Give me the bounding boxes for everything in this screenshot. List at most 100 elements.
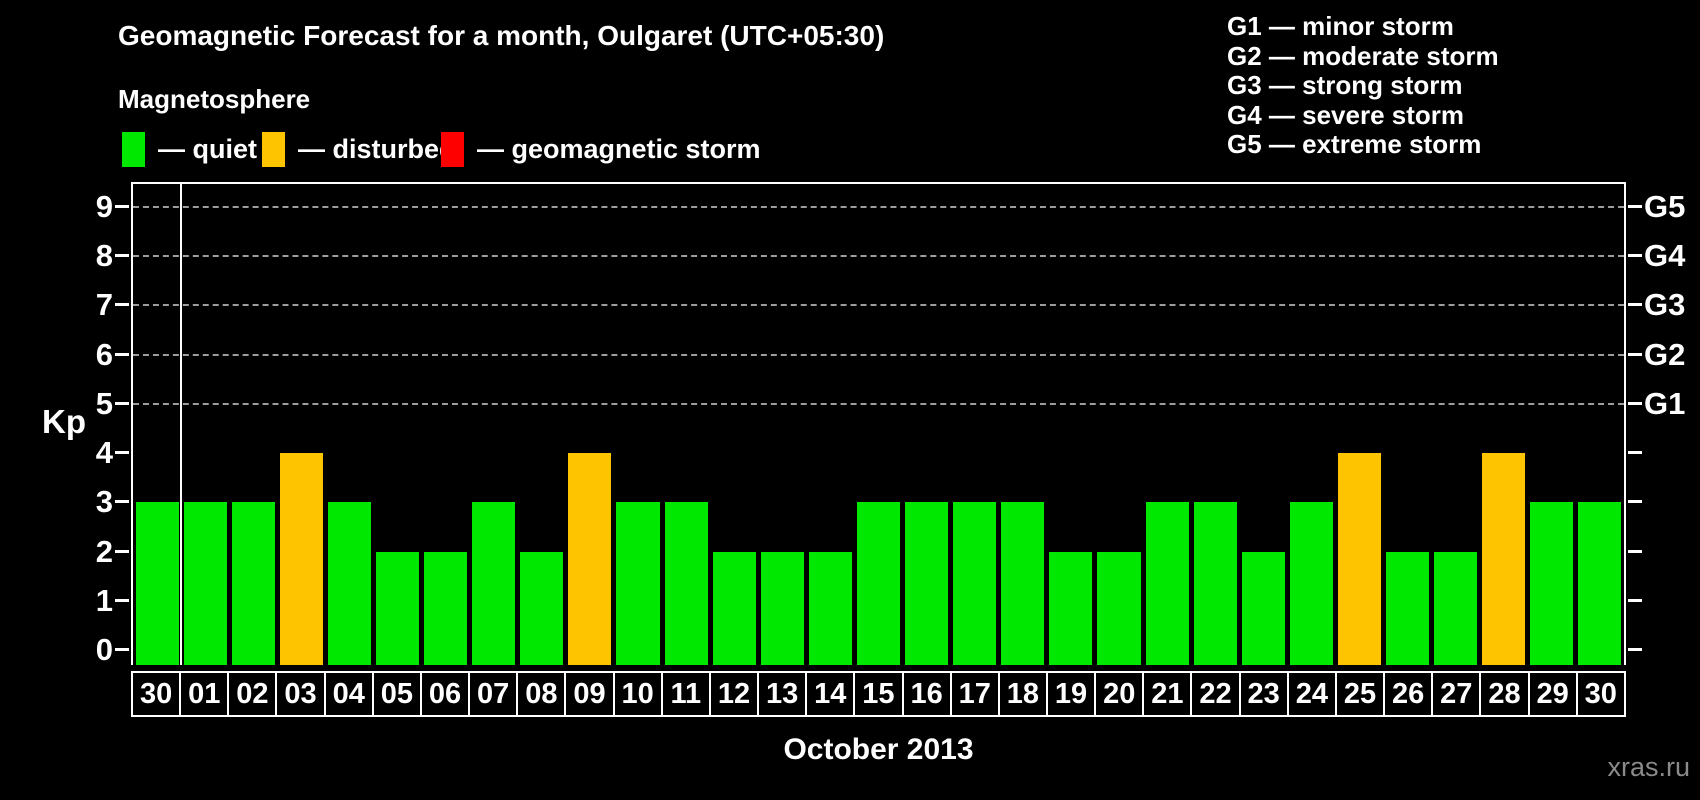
bar-day-23 — [1241, 551, 1285, 665]
y-tick-left-4 — [115, 451, 129, 454]
bar-day-09 — [568, 453, 612, 665]
day-label-09: 09 — [564, 671, 615, 717]
day-label-05: 05 — [371, 671, 422, 717]
right-axis-label-g5: G5 — [1644, 188, 1686, 224]
y-tick-right-4 — [1628, 451, 1642, 454]
day-label-02: 02 — [227, 671, 278, 717]
y-tick-right-5 — [1628, 401, 1642, 405]
day-label-20: 20 — [1094, 671, 1145, 717]
day-label-21: 21 — [1142, 671, 1193, 717]
grid-line-kp7 — [133, 304, 1624, 307]
storm-scale-g1: G1 — minor storm — [1227, 11, 1454, 41]
plot-area: 0 1 2 3 4 5 6 7 8 9 G1 G2 G3 G4 G5 — [96, 182, 1685, 667]
storm-scale-legend: G1 — minor storm G2 — moderate storm G3 … — [1227, 11, 1499, 160]
y-axis-title: Kp — [42, 403, 86, 440]
bar-day-27 — [1434, 551, 1478, 665]
y-tick-right-9 — [1628, 204, 1642, 208]
bar-day-02 — [231, 502, 275, 665]
y-tick-left-7 — [115, 303, 129, 307]
legend-item-disturbed: — disturbed — [262, 130, 456, 168]
grid-line-kp9 — [133, 205, 1624, 208]
bar-day-04 — [327, 502, 371, 665]
y-tick-label-1: 1 — [95, 582, 113, 618]
bar-day-12 — [712, 551, 756, 665]
grid-line-kp6 — [133, 353, 1624, 356]
y-tick-label-2: 2 — [95, 533, 113, 569]
watermark: xras.ru — [1607, 752, 1690, 782]
bar-day-21 — [1145, 502, 1189, 665]
day-label-14: 14 — [805, 671, 856, 717]
right-axis-label-g1: G1 — [1644, 385, 1686, 421]
bar-day-16 — [905, 502, 949, 665]
y-tick-right-7 — [1628, 303, 1642, 307]
y-tick-left-3 — [115, 500, 129, 504]
bar-day-01 — [183, 502, 227, 665]
day-label-08: 08 — [516, 671, 567, 717]
bar-day-18 — [1001, 502, 1045, 665]
bar-day-30 — [135, 502, 179, 665]
x-axis-day-labels: 30 01 02 03 04 05 06 07 08 09 10 11 12 13 14 15 16 17 18 19… — [131, 671, 1626, 717]
legend-label-quiet: — quiet — [158, 133, 257, 164]
day-label-29: 29 — [1527, 671, 1578, 717]
y-tick-label-0: 0 — [95, 632, 113, 667]
day-label-26: 26 — [1383, 671, 1434, 717]
bar-day-26 — [1386, 551, 1430, 665]
bar-day-15 — [856, 502, 901, 665]
grid-line-kp8 — [133, 255, 1624, 257]
bar-day-28 — [1482, 453, 1526, 665]
bar-day-13 — [760, 551, 804, 665]
disturbed-swatch-icon — [262, 131, 285, 167]
legend-label-storm: — geomagnetic storm — [477, 133, 761, 164]
day-label-06: 06 — [419, 671, 471, 717]
day-label-03: 03 — [275, 671, 326, 717]
day-label-17: 17 — [949, 671, 1000, 717]
y-tick-label-9: 9 — [95, 188, 113, 224]
storm-swatch-icon — [441, 131, 464, 167]
bar-day-06 — [424, 551, 468, 665]
day-label-07: 07 — [468, 671, 519, 717]
bar-day-08 — [520, 551, 564, 665]
y-tick-label-6: 6 — [95, 336, 113, 372]
legend-item-quiet: — quiet — [122, 130, 257, 168]
day-label-16: 16 — [901, 671, 952, 717]
day-label-11: 11 — [660, 671, 711, 717]
day-label-22: 22 — [1190, 671, 1241, 717]
bar-day-20 — [1097, 551, 1141, 665]
day-label-13: 13 — [757, 671, 808, 717]
y-tick-right-1 — [1628, 598, 1642, 602]
bar-day-10 — [616, 502, 660, 665]
bar-day-30 — [1578, 502, 1622, 665]
bar-day-03 — [279, 453, 323, 665]
day-label-27: 27 — [1431, 671, 1482, 717]
page-title: Geomagnetic Forecast for a month, Oulgar… — [118, 20, 885, 51]
day-label-18: 18 — [997, 671, 1048, 717]
y-tick-label-3: 3 — [95, 484, 113, 520]
y-tick-label-5: 5 — [95, 385, 113, 421]
y-tick-label-7: 7 — [95, 287, 113, 323]
day-label-12: 12 — [708, 671, 760, 717]
storm-scale-g2: G2 — moderate storm — [1227, 40, 1499, 71]
bar-day-24 — [1289, 502, 1333, 665]
grid-line-kp5 — [133, 402, 1624, 405]
bar-day-05 — [375, 551, 420, 665]
month-separator-line — [180, 184, 183, 665]
y-tick-right-3 — [1628, 500, 1642, 504]
y-tick-left-5 — [115, 401, 129, 405]
x-axis-title: October 2013 — [783, 733, 974, 766]
day-label-24: 24 — [1286, 671, 1337, 717]
right-axis-label-g4: G4 — [1644, 238, 1686, 273]
y-tick-label-8: 8 — [95, 238, 113, 273]
quiet-swatch-icon — [122, 131, 145, 167]
day-label-01: 01 — [179, 671, 230, 717]
bar-day-11 — [664, 502, 708, 665]
y-tick-left-8 — [115, 254, 129, 257]
day-label-10: 10 — [612, 671, 663, 717]
y-tick-right-0 — [1628, 648, 1642, 651]
legend-item-storm: — geomagnetic storm — [441, 130, 761, 168]
right-axis-label-g3: G3 — [1644, 287, 1686, 323]
day-label-04: 04 — [323, 671, 374, 717]
y-tick-right-8 — [1628, 254, 1642, 257]
right-axis-label-g2: G2 — [1644, 336, 1686, 372]
storm-scale-g5: G5 — extreme storm — [1227, 129, 1482, 159]
